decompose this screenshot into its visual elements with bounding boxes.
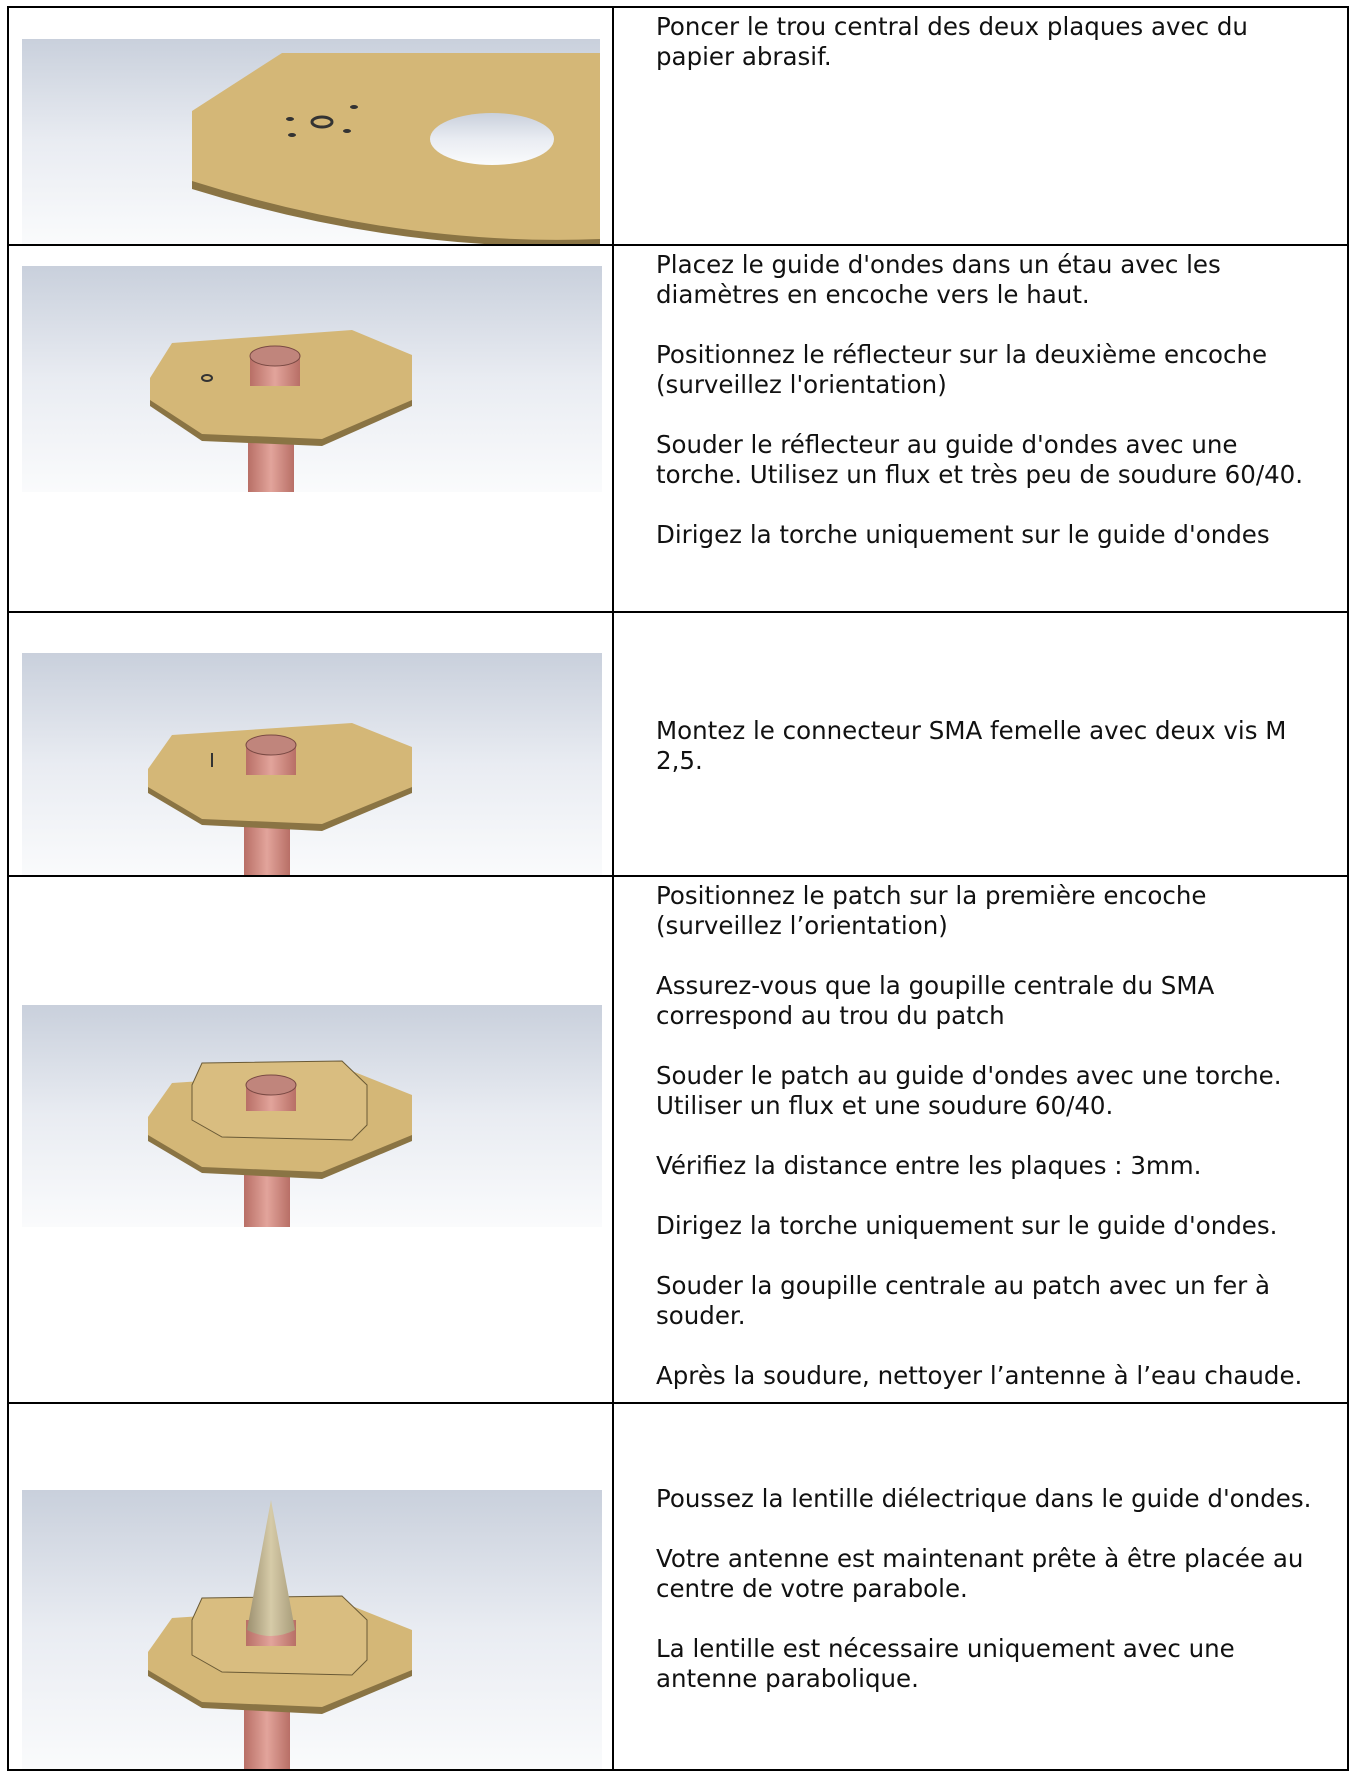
paragraph: Souder la goupille centrale au patch ave…	[656, 1271, 1271, 1330]
step-row: Positionnez le patch sur la première enc…	[7, 875, 1349, 1404]
paragraph: Positionnez le patch sur la première enc…	[656, 881, 1207, 940]
paragraph: Vérifiez la distance entre les plaques :…	[656, 1151, 1202, 1180]
image-cell	[7, 611, 614, 877]
paragraph: Votre antenne est maintenant prête à êtr…	[656, 1543, 1304, 1603]
lens-image	[22, 1490, 602, 1768]
connector-image	[22, 653, 602, 874]
paragraph: Placez le guide d'ondes dans un étau ave…	[656, 250, 1221, 309]
steps-table: Poncer le trou central des deux plaques …	[7, 6, 1349, 1771]
text-cell: Positionnez le patch sur la première enc…	[612, 875, 1349, 1404]
paragraph: Poncer le trou central des deux plaques …	[656, 12, 1248, 71]
step-row: Montez le connecteur SMA femelle avec de…	[7, 611, 1349, 877]
plate-image	[22, 39, 600, 243]
reflector-image	[22, 266, 602, 492]
paragraph: Assurez-vous que la goupille centrale du…	[656, 971, 1215, 1030]
paragraph: Poussez la lentille diélectrique dans le…	[656, 1483, 1312, 1513]
step-row: Poussez la lentille diélectrique dans le…	[7, 1402, 1349, 1771]
text-cell: Poncer le trou central des deux plaques …	[612, 6, 1349, 246]
image-cell	[7, 244, 614, 613]
image-cell	[7, 6, 614, 246]
paragraph: Dirigez la torche uniquement sur le guid…	[656, 1211, 1278, 1240]
paragraph: Dirigez la torche uniquement sur le guid…	[656, 520, 1270, 549]
paragraph: Positionnez le réflecteur sur la deuxièm…	[656, 340, 1268, 399]
step-row: Placez le guide d'ondes dans un étau ave…	[7, 244, 1349, 613]
text-cell: Montez le connecteur SMA femelle avec de…	[612, 611, 1349, 877]
paragraph: Après la soudure, nettoyer l’antenne à l…	[656, 1361, 1303, 1390]
text-cell: Placez le guide d'ondes dans un étau ave…	[612, 244, 1349, 613]
patch-image	[22, 1005, 602, 1227]
text-cell: Poussez la lentille diélectrique dans le…	[612, 1402, 1349, 1771]
image-cell	[7, 1402, 614, 1771]
step-row: Poncer le trou central des deux plaques …	[7, 6, 1349, 246]
paragraph: La lentille est nécessaire uniquement av…	[656, 1633, 1235, 1693]
image-cell	[7, 875, 614, 1404]
paragraph: Montez le connecteur SMA femelle avec de…	[656, 716, 1287, 775]
paragraph: Souder le patch au guide d'ondes avec un…	[656, 1061, 1282, 1120]
paragraph: Souder le réflecteur au guide d'ondes av…	[656, 430, 1304, 489]
